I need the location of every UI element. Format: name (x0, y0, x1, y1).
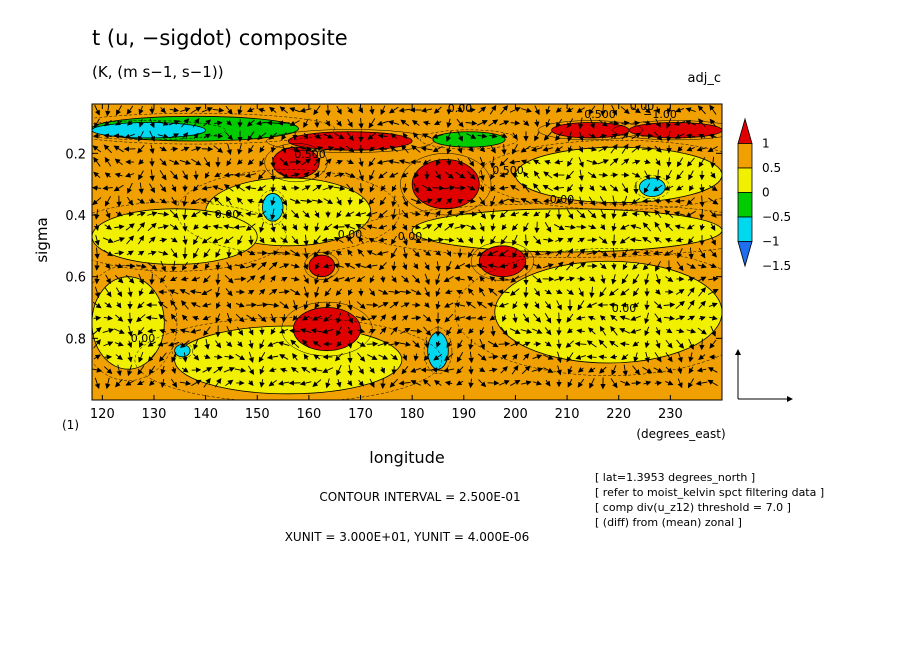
info-note-3: [ (diff) from (mean) zonal ] (595, 516, 742, 529)
x-tick-label-5: 170 (348, 407, 373, 422)
vector-arrow-568 (367, 344, 377, 345)
y-tick-label-1: 0.4 (65, 209, 86, 224)
y-axis-label: sigma (33, 217, 51, 262)
vector-arrow-385 (279, 253, 290, 254)
x-tick-label-8: 200 (503, 407, 528, 422)
vector-arrow-223 (202, 149, 213, 150)
contour-label-8: 0.00 (131, 332, 156, 345)
contour-interval: CONTOUR INTERVAL = 2.500E-01 (319, 490, 520, 504)
region-22 (639, 178, 665, 197)
colorbar-segment-2 (738, 168, 752, 193)
colorbar-segment-5 (738, 242, 752, 267)
x-axis-label: longitude (369, 448, 444, 467)
contour-label-7: 0.00 (612, 302, 637, 315)
chart-subtitle: (K, (m s−1, s−1)) (92, 63, 224, 81)
contour-label-5: 0.00 (338, 228, 363, 241)
x-tick-label-1: 130 (142, 407, 167, 422)
contour-label-6: 0.00 (398, 230, 423, 243)
x-tick-label-3: 150 (245, 407, 270, 422)
chart-title: t (u, −sigdot) composite (92, 26, 348, 50)
contour-label-4: 0.00 (215, 208, 240, 221)
x-tick-label-0: 120 (90, 407, 115, 422)
vector-arrow-614 (394, 366, 395, 374)
vector-arrow-1000 (588, 240, 597, 241)
vector-arrow-1046 (614, 263, 615, 269)
colorbar-label-4: −1 (762, 235, 780, 249)
x-tick-label-2: 140 (193, 407, 218, 422)
contour-label-2: 0.00 (550, 193, 575, 206)
contour-label-3: 0.500 (492, 164, 524, 177)
colorbar-segment-0 (738, 119, 752, 144)
y-tick-label-3: 0.8 (65, 332, 86, 347)
info-notes: [ lat=1.3953 degrees_north ] [ refer to m… (595, 471, 824, 529)
region-12 (309, 255, 335, 277)
vector-arrow-1044 (614, 235, 615, 246)
x-tick-label-10: 220 (606, 407, 631, 422)
vector-arrow-974 (581, 184, 582, 191)
region-13 (552, 122, 629, 137)
vector-arrow-513 (350, 197, 351, 204)
colorbar-segment-4 (738, 217, 752, 242)
vector-arrow-534 (361, 183, 362, 193)
region-9 (412, 160, 479, 209)
colorbar-segment-1 (738, 144, 752, 169)
vector-arrow-358 (273, 184, 274, 192)
vector-arrow-255 (218, 274, 219, 285)
colorbar-label-3: −0.5 (762, 210, 791, 224)
info-note-1: [ refer to moist_kelvin spct filtering d… (595, 486, 824, 499)
reference-vector (738, 350, 792, 399)
colorbar-label-2: 0 (762, 186, 770, 200)
vector-arrow-375 (279, 123, 290, 124)
info-note-2: [ comp div(u_z12) threshold = 7.0 ] (595, 501, 791, 514)
vector-arrow-203 (196, 171, 197, 179)
vector-arrow-1086 (633, 214, 640, 215)
vector-arrow-114 (152, 158, 153, 166)
contour-label-11: −1.00 (643, 108, 677, 121)
vector-units: XUNIT = 3.000E+01, YUNIT = 4.000E-06 (285, 530, 530, 544)
region-3 (495, 261, 722, 363)
colorbar-segment-3 (738, 193, 752, 218)
region-17 (433, 132, 505, 147)
x-tick-label-7: 190 (451, 407, 476, 422)
colorbar-label-5: −1.5 (762, 259, 791, 273)
x-tick-label-11: 230 (658, 407, 683, 422)
vector-arrow-525 (350, 352, 351, 363)
region-18 (92, 122, 206, 137)
y-tick-label-0: 0.2 (65, 147, 86, 162)
vector-arrow-6 (93, 188, 101, 189)
x-tick-label-9: 210 (555, 407, 580, 422)
region-2 (175, 326, 402, 394)
colorbar-label-1: 0.5 (762, 161, 781, 175)
x-tick-label-6: 180 (400, 407, 425, 422)
x-tick-label-4: 160 (296, 407, 321, 422)
colorbar: 1 0.5 0 −0.5 −1 −1.5 (738, 119, 791, 273)
contour-label-1: 0.500 (294, 148, 326, 161)
contour-label-10: 0.500 (584, 108, 616, 121)
vector-arrow-646 (412, 214, 420, 215)
colorbar-label-0: 1 (762, 137, 770, 151)
vector-arrow-873 (526, 302, 527, 308)
vector-arrow-299 (235, 279, 246, 280)
vector-arrow-768 (471, 366, 472, 374)
vector-arrow-565 (367, 305, 378, 306)
info-note-0: [ lat=1.3953 degrees_north ] (595, 471, 755, 484)
chart-tag: adj_c (688, 71, 721, 86)
y-units-marker: (1) (62, 418, 79, 432)
y-tick-label-2: 0.6 (65, 271, 86, 286)
x-units-label: (degrees_east) (636, 427, 725, 441)
